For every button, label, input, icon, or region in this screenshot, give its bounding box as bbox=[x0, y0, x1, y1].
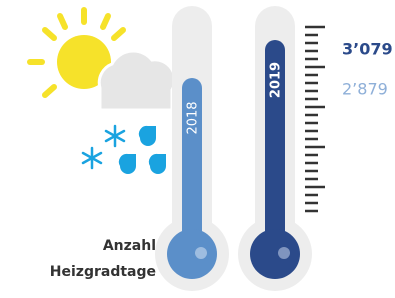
caption: Heizgradtage bbox=[50, 264, 156, 280]
year-label: 2019 bbox=[269, 62, 284, 98]
value: 3’079 bbox=[342, 40, 393, 59]
scale bbox=[305, 27, 325, 211]
thermometer bbox=[238, 6, 312, 291]
precipitation-icon bbox=[83, 126, 166, 174]
year-label: 2018 bbox=[186, 101, 201, 134]
thermometer bbox=[155, 6, 229, 291]
infographic: 2018 2019 3’079 2’879 Anzahl Heizgradtag… bbox=[0, 0, 395, 298]
caption: Anzahl bbox=[103, 238, 156, 254]
value: 2’879 bbox=[342, 80, 388, 99]
